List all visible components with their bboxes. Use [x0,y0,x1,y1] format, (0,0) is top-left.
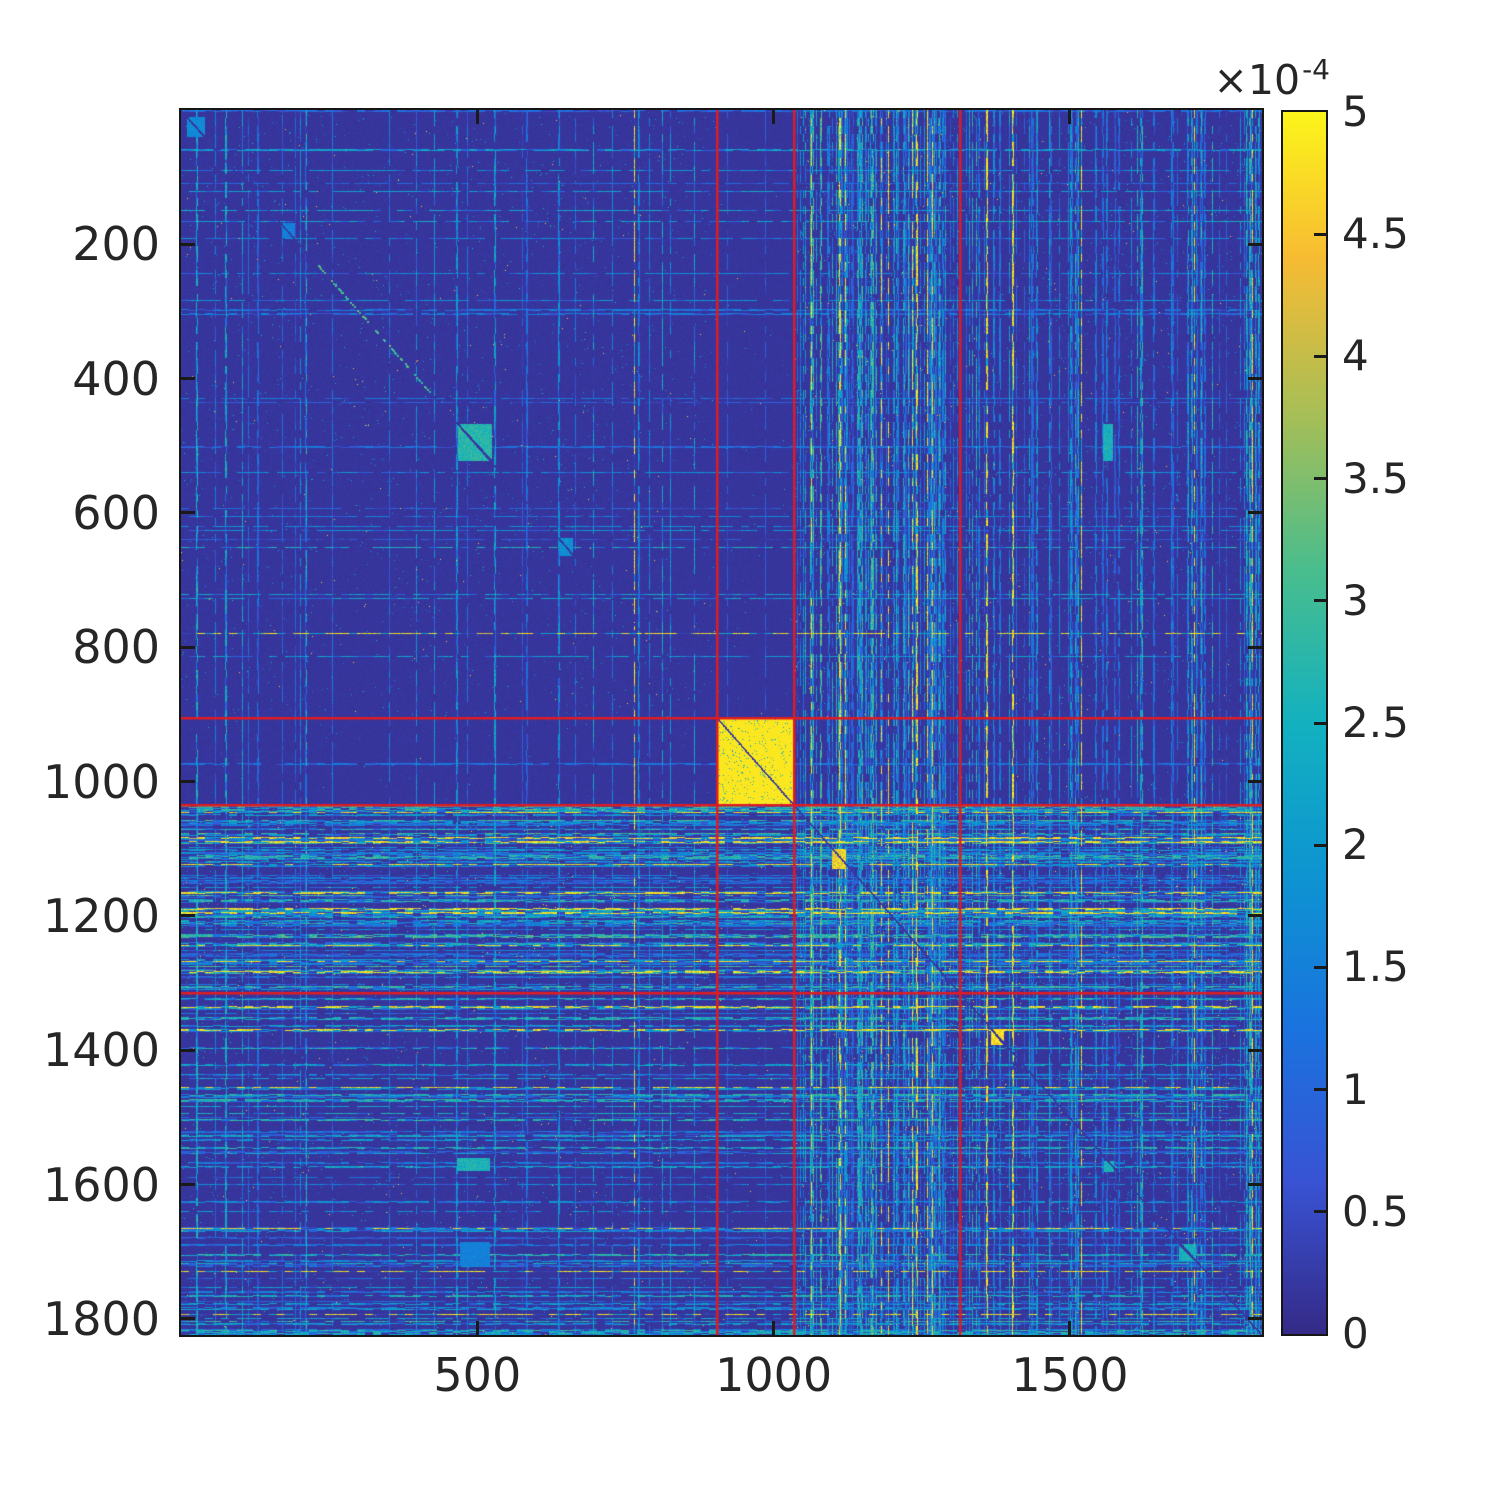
heatmap-axes [179,108,1264,1337]
x-tick-label: 500 [433,1348,522,1402]
y-tick-label: 800 [72,620,160,675]
y-tick-mark-right [1248,1048,1262,1052]
colorbar-tick-label: 1.5 [1342,942,1409,992]
colorbar-tick-label: 2.5 [1342,698,1409,747]
multiplier-exponent: -4 [1302,53,1330,86]
y-tick-mark-right [1248,914,1262,918]
y-tick-label: 1200 [42,888,160,943]
y-tick-mark-right [1248,780,1262,784]
colorbar-tick-mark [1314,354,1326,358]
colorbar-tick-mark [1314,1088,1326,1092]
y-tick-mark [181,377,195,381]
y-tick-mark-right [1248,242,1262,246]
x-tick-mark [772,1321,776,1335]
y-tick-mark [181,1317,195,1321]
y-tick-mark [181,645,195,649]
y-tick-label: 600 [72,485,160,540]
x-tick-label: 1500 [1011,1348,1129,1402]
colorbar-tick-label: 1 [1342,1064,1369,1114]
colorbar-tick-label: 0 [1342,1309,1369,1358]
colorbar-tick-mark [1314,843,1326,847]
y-tick-label: 1600 [42,1157,160,1212]
y-tick-mark-right [1248,1317,1262,1321]
colorbar-multiplier: ×10-4 [1080,56,1330,101]
y-tick-mark [181,914,195,918]
x-tick-mark-top [1068,110,1072,124]
y-tick-mark-right [1248,377,1262,381]
y-tick-label: 400 [72,351,160,406]
y-tick-mark [181,511,195,515]
x-tick-mark [475,1321,479,1335]
colorbar-tick-label: 4.5 [1342,209,1409,259]
x-tick-mark-top [475,110,479,124]
y-tick-mark-right [1248,1183,1262,1187]
y-tick-mark-right [1248,645,1262,649]
colorbar-tick-label: 4 [1342,331,1369,381]
colorbar-tick-mark [1314,599,1326,603]
x-tick-mark [1068,1321,1072,1335]
heatmap-canvas [181,110,1262,1335]
colorbar-tick-mark [1314,477,1326,481]
colorbar-tick-label: 5 [1342,87,1369,136]
colorbar-tick-mark [1314,232,1326,236]
y-tick-mark [181,780,195,784]
y-tick-mark-right [1248,511,1262,515]
y-tick-label: 1400 [42,1023,160,1078]
x-tick-label: 1000 [715,1348,833,1402]
multiplier-base: ×10 [1213,56,1301,104]
y-tick-label: 1000 [42,754,160,809]
y-tick-label: 1800 [42,1291,160,1346]
y-tick-mark [181,1183,195,1187]
colorbar-tick-label: 0.5 [1342,1186,1409,1236]
y-tick-mark [181,1048,195,1052]
colorbar-tick-mark [1314,721,1326,725]
x-tick-mark-top [772,110,776,124]
colorbar-tick-mark [1314,1210,1326,1214]
y-tick-label: 200 [72,217,160,272]
colorbar-tick-label: 3 [1342,575,1369,625]
colorbar-tick-mark [1314,965,1326,969]
colorbar-tick-label: 2 [1342,820,1369,870]
colorbar-tick-label: 3.5 [1342,453,1409,503]
y-tick-mark [181,242,195,246]
